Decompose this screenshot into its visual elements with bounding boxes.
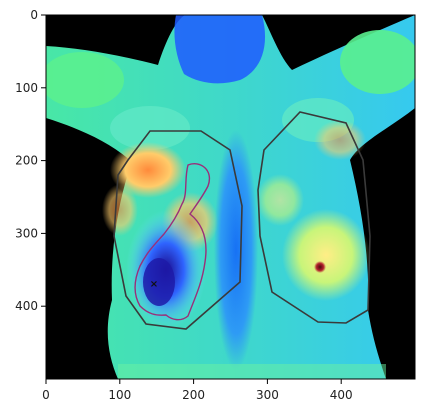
marker-x: × bbox=[150, 279, 158, 290]
axes-frame bbox=[45, 14, 416, 380]
tumor-core bbox=[143, 258, 175, 306]
y-tick-label: 100 bbox=[15, 81, 38, 95]
neck-region bbox=[174, 15, 266, 84]
y-tick-label: 0 bbox=[30, 8, 38, 22]
left-breast-outline bbox=[113, 130, 243, 330]
thermal-image: × bbox=[46, 15, 415, 379]
right-upper-warm bbox=[314, 120, 366, 160]
right-shoulder-green bbox=[340, 30, 415, 94]
x-tick-label: 400 bbox=[330, 388, 353, 402]
nodule-spot bbox=[314, 261, 326, 273]
sternum-cool bbox=[214, 130, 258, 370]
y-tick-label: 400 bbox=[15, 299, 38, 313]
left-shoulder-green bbox=[46, 52, 124, 108]
left-underarm-warm bbox=[102, 184, 138, 236]
left-breast-hot bbox=[110, 142, 186, 198]
right-breast-warm bbox=[282, 209, 370, 301]
lower-edge-glow bbox=[118, 364, 386, 379]
x-tick-label: 0 bbox=[42, 388, 50, 402]
y-tick-label: 200 bbox=[15, 154, 38, 168]
right-breast-outline bbox=[257, 111, 371, 324]
y-tick-label: 300 bbox=[15, 226, 38, 240]
x-tick-label: 100 bbox=[108, 388, 131, 402]
right-side-warm bbox=[256, 174, 304, 226]
segmentation-contour bbox=[134, 163, 211, 321]
upper-left-chest bbox=[110, 106, 190, 150]
x-tick-label: 200 bbox=[182, 388, 205, 402]
x-axis: 0 100 200 300 400 bbox=[42, 379, 353, 402]
y-axis: 0 100 200 300 400 bbox=[15, 8, 46, 313]
x-tick-label: 300 bbox=[256, 388, 279, 402]
